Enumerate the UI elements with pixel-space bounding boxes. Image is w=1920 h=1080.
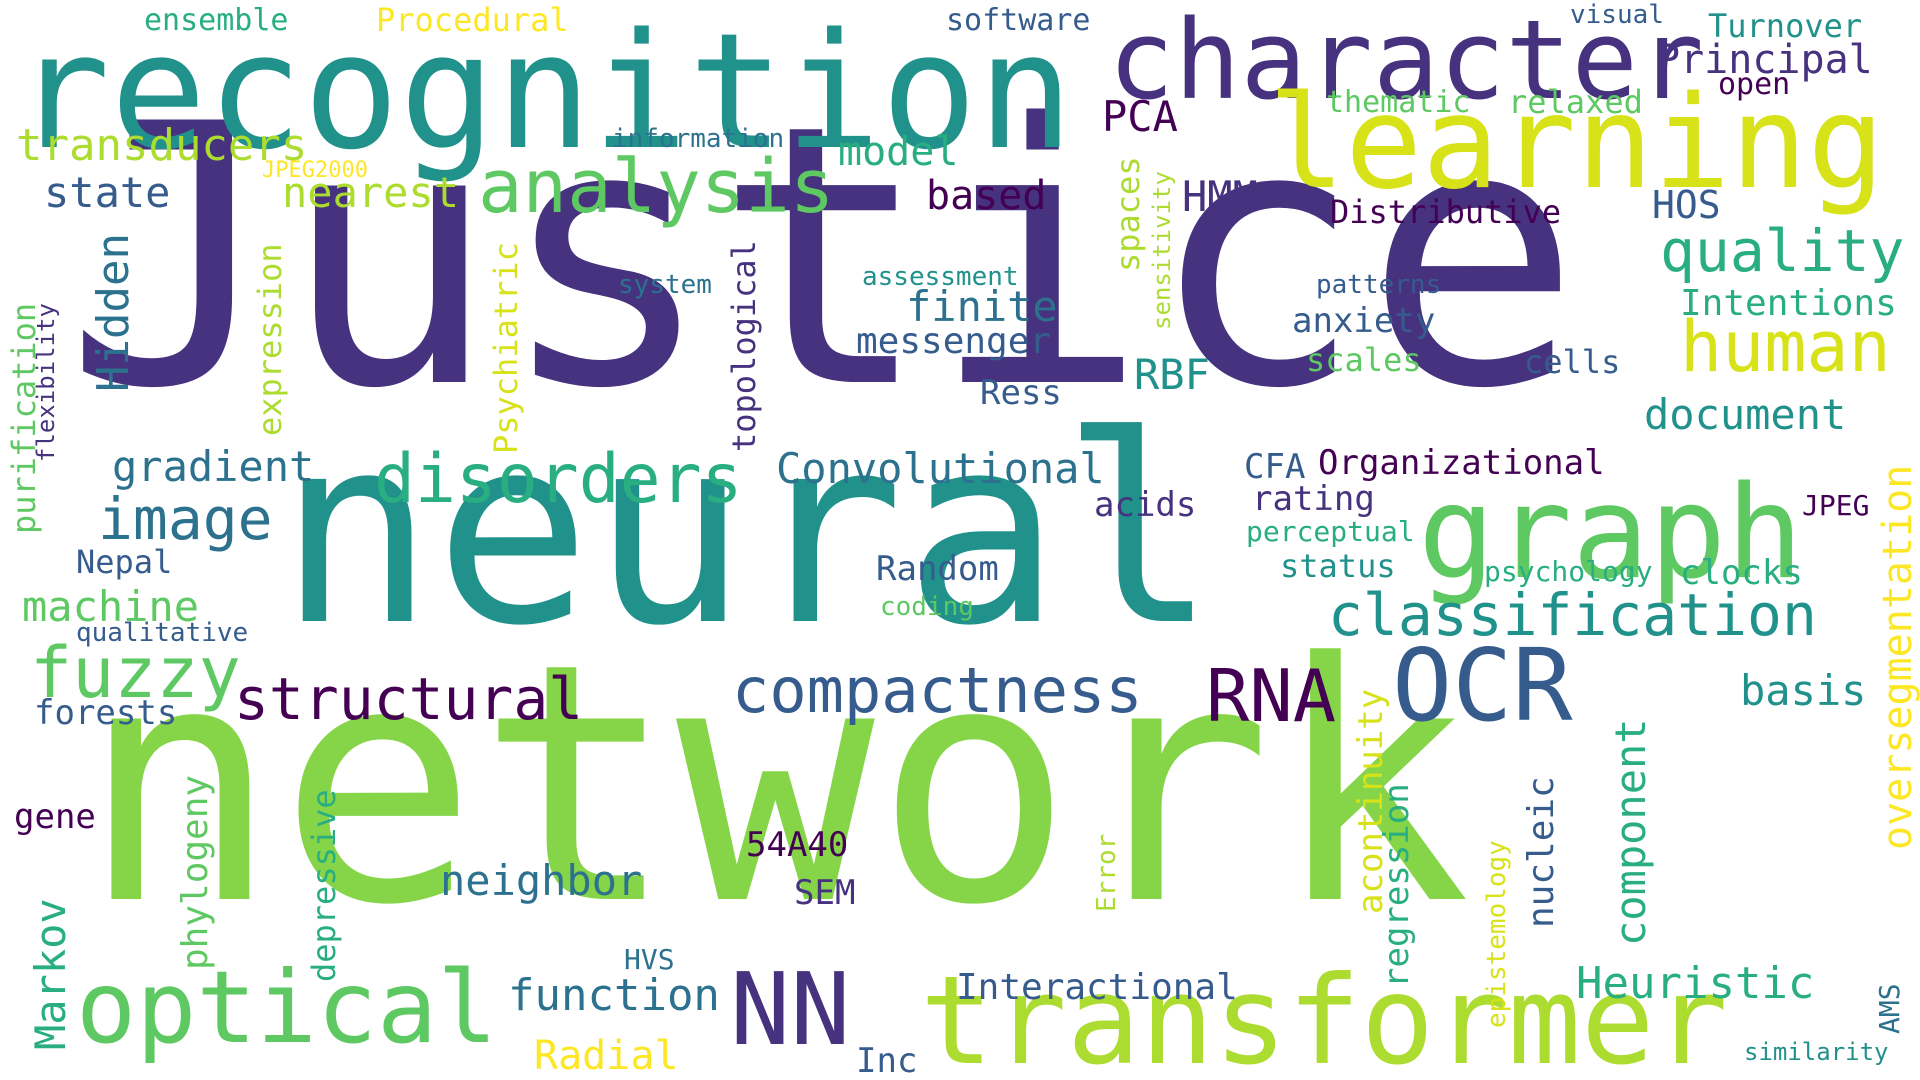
word-software: software xyxy=(946,3,1091,38)
word-compactness: compactness xyxy=(732,654,1143,727)
word-state: state xyxy=(44,168,171,217)
word-jpeg2000: JPEG2000 xyxy=(262,158,368,183)
word-information: information xyxy=(612,124,785,154)
word-visual: visual xyxy=(1570,0,1664,30)
word-ensemble: ensemble xyxy=(144,3,289,38)
word-transducers: transducers xyxy=(16,120,308,171)
word-relaxed: relaxed xyxy=(1508,83,1643,121)
word-recognition: recognition xyxy=(14,0,1074,185)
word-hos: HOS xyxy=(1652,183,1721,227)
word-principal: Principal xyxy=(1656,37,1873,83)
word-network: network xyxy=(80,593,1471,977)
word-graph: graph xyxy=(1418,459,1804,608)
word-nepal: Nepal xyxy=(76,543,173,581)
word-system: system xyxy=(618,270,712,300)
word-pca: PCA xyxy=(1102,92,1178,141)
word-disorders: disorders xyxy=(374,440,743,519)
word-rna: RNA xyxy=(1206,654,1337,738)
word-nn: NN xyxy=(730,951,851,1068)
word-nearest: nearest xyxy=(282,168,460,217)
word-neural: neural xyxy=(278,381,1218,683)
word-function: function xyxy=(508,970,720,1021)
word-intentions: Intentions xyxy=(1680,283,1897,324)
word-thematic: thematic xyxy=(1326,85,1471,120)
word-assessment: assessment xyxy=(862,262,1019,292)
word-54a40: 54A40 xyxy=(746,825,849,865)
word-qualitative: qualitative xyxy=(76,618,249,648)
word-gene: gene xyxy=(14,797,96,837)
word-inc: Inc xyxy=(856,1041,918,1080)
word-turnover: Turnover xyxy=(1708,7,1863,45)
word-document: document xyxy=(1644,390,1847,439)
word-analysis: analysis xyxy=(478,144,835,230)
word-transformer: transformer xyxy=(920,950,1728,1080)
word-status: status xyxy=(1280,547,1396,585)
word-machine: machine xyxy=(22,582,200,631)
word-distributive: Distributive xyxy=(1330,193,1562,231)
word-model: model xyxy=(838,129,959,175)
word-neighbor: neighbor xyxy=(440,856,643,905)
word-anxiety: anxiety xyxy=(1292,301,1436,341)
word-gradient: gradient xyxy=(112,442,315,491)
word-interactional: Interactional xyxy=(956,967,1238,1008)
word-organizational: Organizational xyxy=(1318,443,1605,483)
word-procedural: Procedural xyxy=(376,1,569,39)
word-fuzzy: fuzzy xyxy=(30,632,241,714)
word-hmm: HMM xyxy=(1182,172,1258,221)
word-acids: acids xyxy=(1094,485,1197,525)
word-finite: finite xyxy=(906,282,1058,331)
word-ocr: OCR xyxy=(1392,627,1573,744)
word-character: character xyxy=(1108,0,1705,124)
word-scales: scales xyxy=(1306,341,1422,379)
word-clocks: clocks xyxy=(1680,553,1803,593)
word-convolutional: Convolutional xyxy=(776,444,1105,493)
word-learning: learning xyxy=(1268,69,1885,218)
word-ress: Ress xyxy=(980,373,1062,413)
word-human: human xyxy=(1680,306,1891,388)
word-forests: forests xyxy=(34,693,178,733)
word-heuristic: Heuristic xyxy=(1576,958,1815,1009)
word-open: open xyxy=(1718,67,1791,102)
word-quality: quality xyxy=(1660,217,1905,285)
word-perceptual: perceptual xyxy=(1246,515,1415,548)
word-hvs: HVS xyxy=(624,943,675,976)
word-basis: basis xyxy=(1740,666,1867,715)
word-rating: rating xyxy=(1252,479,1375,519)
word-optical: optical xyxy=(76,949,498,1066)
word-jpeg: JPEG xyxy=(1802,489,1870,522)
word-similarity: similarity xyxy=(1744,1038,1889,1066)
word-sem: SEM xyxy=(794,873,856,913)
word-patterns: patterns xyxy=(1316,270,1442,300)
word-structural: structural xyxy=(234,665,584,733)
word-cells: cells xyxy=(1524,343,1621,381)
word-rbf: RBF xyxy=(1134,350,1210,399)
word-coding: coding xyxy=(880,592,974,622)
word-radial: Radial xyxy=(534,1033,679,1079)
word-cfa: CFA xyxy=(1244,447,1306,487)
word-based: based xyxy=(926,173,1047,219)
word-random: Random xyxy=(876,549,999,589)
word-image: image xyxy=(98,485,273,553)
word-justice: Justice xyxy=(64,48,1582,467)
word-classification: classification xyxy=(1328,581,1817,649)
word-messenger: messenger xyxy=(856,321,1052,362)
word-psychology: psychology xyxy=(1484,555,1653,588)
